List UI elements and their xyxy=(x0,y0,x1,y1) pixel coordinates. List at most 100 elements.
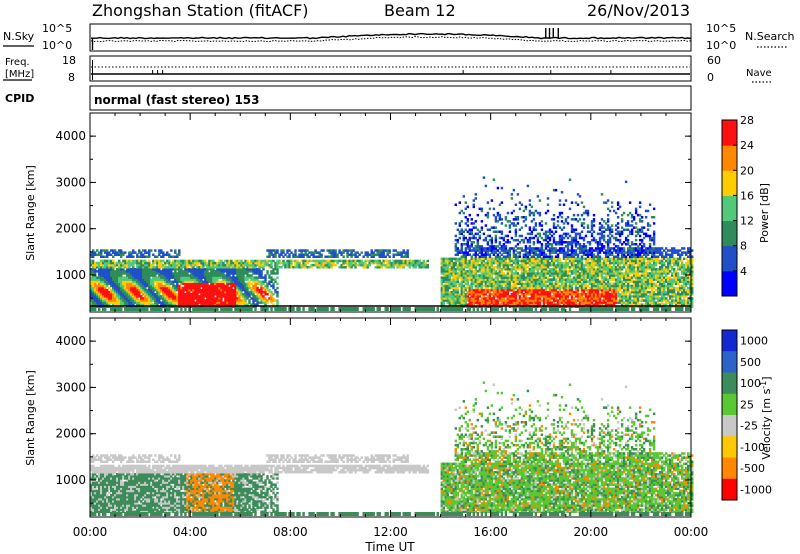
power-cell xyxy=(562,261,566,265)
power-cell xyxy=(316,259,319,263)
power-cell xyxy=(544,305,548,308)
power-cell xyxy=(170,263,173,267)
power-cell xyxy=(528,280,532,283)
power-cell xyxy=(168,280,171,283)
power-cell xyxy=(484,224,488,227)
power-cell xyxy=(178,305,181,308)
power-cell xyxy=(216,266,219,269)
power-cell xyxy=(594,295,598,298)
power-cell xyxy=(530,263,534,267)
power-cell xyxy=(302,259,305,263)
power-cell xyxy=(228,299,231,302)
power-cell xyxy=(120,293,123,296)
power-cell xyxy=(270,261,273,265)
power-cell xyxy=(240,280,243,283)
power-cell xyxy=(176,263,179,267)
power-cell xyxy=(158,268,161,271)
power-cell xyxy=(520,257,524,261)
power-cell xyxy=(206,305,209,308)
power-cell xyxy=(204,288,207,292)
power-cell xyxy=(442,261,445,265)
power-cell xyxy=(574,280,578,283)
power-cell xyxy=(382,251,385,254)
power-cell xyxy=(166,284,169,288)
power-cell xyxy=(148,263,151,267)
power-cell xyxy=(102,284,105,288)
power-cell xyxy=(292,266,295,269)
power-cell xyxy=(590,249,594,252)
power-cell xyxy=(194,303,197,306)
power-cell xyxy=(398,266,401,269)
power-cell xyxy=(514,295,518,298)
power-cell xyxy=(104,280,107,283)
power-cell xyxy=(350,259,353,263)
power-cell xyxy=(216,278,219,281)
power-cell xyxy=(448,295,451,298)
power-cell xyxy=(152,270,155,273)
power-cell xyxy=(476,284,479,288)
power-cell xyxy=(204,295,207,298)
power-cell xyxy=(162,266,165,269)
power-cell xyxy=(552,241,556,244)
power-cell xyxy=(174,261,177,265)
power-cell xyxy=(538,282,542,286)
power-cell xyxy=(592,220,596,223)
power-cell xyxy=(224,274,227,277)
power-cell xyxy=(566,241,570,244)
power-cell xyxy=(476,288,479,292)
power-cell xyxy=(532,261,536,265)
power-cell xyxy=(488,284,492,288)
power-cell xyxy=(240,303,243,306)
power-cell xyxy=(594,272,598,275)
power-cell xyxy=(138,290,141,294)
power-cell xyxy=(566,274,570,277)
power-cell xyxy=(508,286,512,290)
power-cell xyxy=(498,213,502,217)
power-cell xyxy=(208,286,211,290)
power-cell xyxy=(552,290,556,294)
power-cell xyxy=(562,222,566,225)
power-cell xyxy=(164,278,167,281)
power-cell xyxy=(308,251,311,254)
power-cell xyxy=(512,286,516,290)
power-cell xyxy=(586,280,590,283)
power-cell xyxy=(142,249,145,252)
power-cell xyxy=(452,276,455,279)
power-cell xyxy=(544,272,548,275)
power-cell xyxy=(582,305,586,308)
power-cell xyxy=(498,216,502,219)
power-cell xyxy=(454,290,457,294)
power-cell xyxy=(164,282,167,286)
power-cell xyxy=(196,278,199,281)
power-cell xyxy=(538,284,542,288)
power-cell xyxy=(560,301,564,304)
power-cell xyxy=(142,290,145,294)
power-cell xyxy=(148,299,151,302)
power-cell xyxy=(238,276,241,279)
power-cell xyxy=(258,266,261,269)
power-cell xyxy=(276,293,279,296)
power-cell xyxy=(508,259,512,263)
power-cell xyxy=(102,297,105,300)
power-cell xyxy=(118,299,121,302)
power-cell xyxy=(470,278,473,281)
power-cell xyxy=(480,297,484,300)
power-cell xyxy=(234,263,237,267)
power-cell xyxy=(174,303,177,306)
power-cell xyxy=(580,301,584,304)
power-cell xyxy=(556,257,560,261)
power-cell xyxy=(94,270,97,273)
power-cell xyxy=(230,293,233,296)
power-cell xyxy=(102,299,105,302)
power-cell xyxy=(486,290,490,294)
power-cell xyxy=(98,295,101,298)
power-cell xyxy=(262,261,265,265)
power-cell xyxy=(546,241,550,244)
power-cell xyxy=(94,280,97,283)
power-cell xyxy=(486,301,490,304)
power-cell xyxy=(552,276,556,279)
power-cell xyxy=(534,209,538,213)
power-cell xyxy=(122,290,125,294)
power-cell xyxy=(242,266,245,269)
